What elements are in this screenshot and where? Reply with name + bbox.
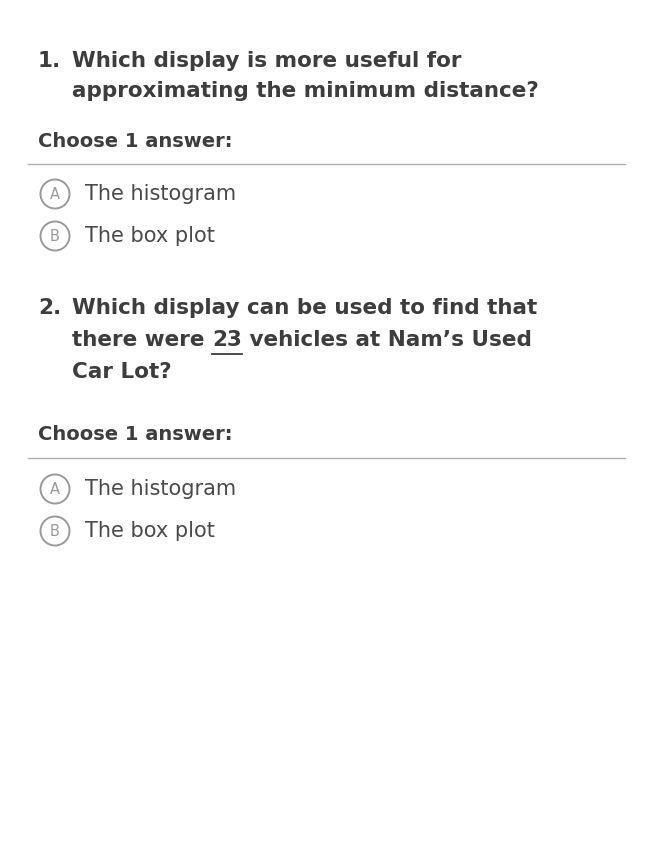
Text: B: B xyxy=(50,228,60,244)
Text: Choose 1 answer:: Choose 1 answer: xyxy=(38,131,232,151)
Text: A: A xyxy=(50,186,60,201)
Text: approximating the minimum distance?: approximating the minimum distance? xyxy=(72,81,539,101)
Text: 1.: 1. xyxy=(38,51,61,71)
Text: vehicles at Nam’s Used: vehicles at Nam’s Used xyxy=(242,330,532,350)
Text: Which display can be used to find that: Which display can be used to find that xyxy=(72,298,537,318)
Text: 23: 23 xyxy=(212,330,242,350)
Text: Choose 1 answer:: Choose 1 answer: xyxy=(38,425,232,443)
Text: The histogram: The histogram xyxy=(85,184,236,204)
Text: The box plot: The box plot xyxy=(85,226,215,246)
Text: Which display is more useful for: Which display is more useful for xyxy=(72,51,462,71)
Text: Car Lot?: Car Lot? xyxy=(72,362,172,382)
Text: A: A xyxy=(50,481,60,497)
Text: The histogram: The histogram xyxy=(85,479,236,499)
Text: 2.: 2. xyxy=(38,298,61,318)
Text: The box plot: The box plot xyxy=(85,521,215,541)
Text: there were: there were xyxy=(72,330,212,350)
Text: B: B xyxy=(50,524,60,539)
